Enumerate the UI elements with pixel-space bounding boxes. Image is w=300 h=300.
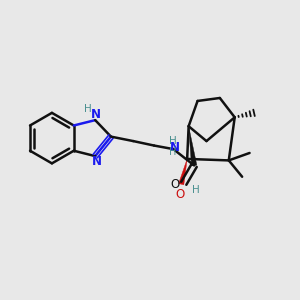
Text: O: O [175, 188, 184, 201]
Text: H: H [169, 147, 176, 158]
Text: H: H [84, 104, 92, 114]
Text: N: N [91, 108, 101, 121]
Text: N: N [92, 155, 102, 168]
Text: O: O [171, 178, 180, 191]
Polygon shape [178, 159, 187, 185]
Text: H: H [192, 184, 199, 194]
Text: H: H [169, 136, 177, 146]
Text: N: N [170, 141, 180, 154]
Polygon shape [189, 126, 197, 166]
